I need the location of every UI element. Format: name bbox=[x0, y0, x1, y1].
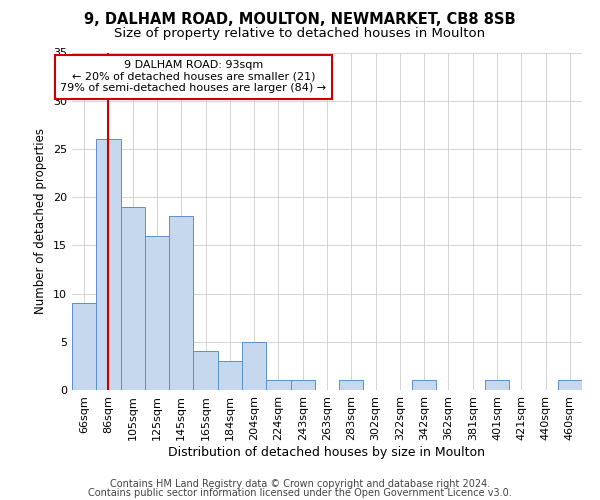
Bar bbox=[339, 380, 364, 390]
Y-axis label: Number of detached properties: Number of detached properties bbox=[34, 128, 47, 314]
Bar bbox=[485, 380, 509, 390]
Text: Contains HM Land Registry data © Crown copyright and database right 2024.: Contains HM Land Registry data © Crown c… bbox=[110, 479, 490, 489]
Text: 9 DALHAM ROAD: 93sqm
← 20% of detached houses are smaller (21)
79% of semi-detac: 9 DALHAM ROAD: 93sqm ← 20% of detached h… bbox=[61, 60, 326, 94]
Bar bbox=[290, 380, 315, 390]
Text: 9, DALHAM ROAD, MOULTON, NEWMARKET, CB8 8SB: 9, DALHAM ROAD, MOULTON, NEWMARKET, CB8 … bbox=[84, 12, 516, 28]
Bar bbox=[121, 207, 145, 390]
Text: Contains public sector information licensed under the Open Government Licence v3: Contains public sector information licen… bbox=[88, 488, 512, 498]
X-axis label: Distribution of detached houses by size in Moulton: Distribution of detached houses by size … bbox=[169, 446, 485, 458]
Bar bbox=[242, 342, 266, 390]
Text: Size of property relative to detached houses in Moulton: Size of property relative to detached ho… bbox=[115, 28, 485, 40]
Bar bbox=[558, 380, 582, 390]
Bar bbox=[96, 140, 121, 390]
Bar bbox=[145, 236, 169, 390]
Bar bbox=[72, 303, 96, 390]
Bar bbox=[218, 361, 242, 390]
Bar bbox=[169, 216, 193, 390]
Bar bbox=[193, 352, 218, 390]
Bar bbox=[412, 380, 436, 390]
Bar bbox=[266, 380, 290, 390]
